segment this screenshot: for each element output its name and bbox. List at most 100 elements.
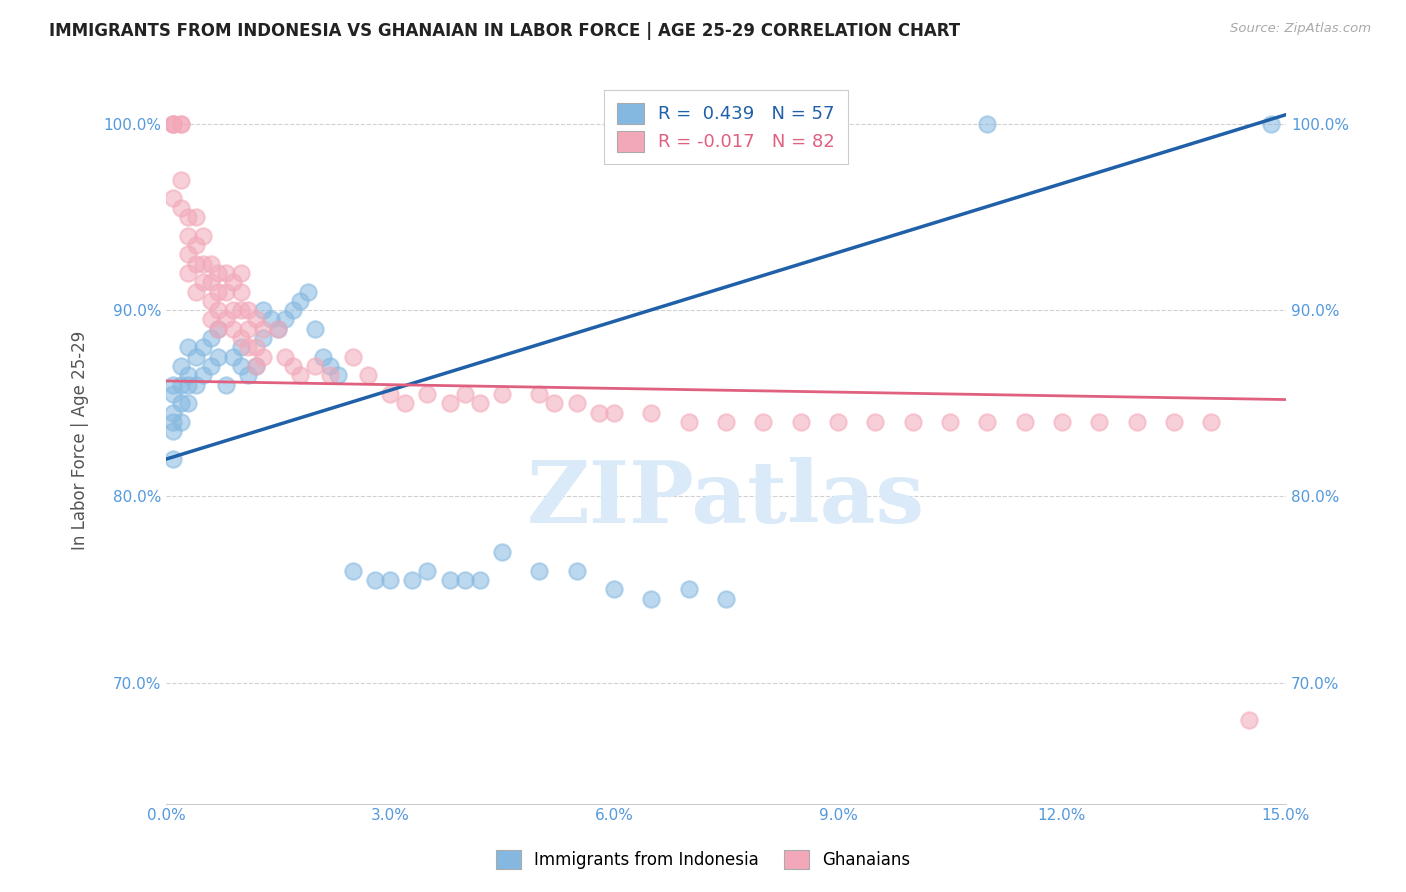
Point <box>714 415 737 429</box>
Point <box>184 210 207 224</box>
Point <box>1014 415 1036 429</box>
Point <box>229 285 252 299</box>
Point <box>162 452 184 467</box>
Point <box>229 340 252 354</box>
Point <box>207 322 229 336</box>
Point <box>678 415 700 429</box>
Point <box>529 387 551 401</box>
Point <box>236 368 259 383</box>
Point <box>200 359 222 373</box>
Point <box>267 322 290 336</box>
Point <box>162 117 184 131</box>
Point <box>236 340 259 354</box>
Point <box>162 387 184 401</box>
Point <box>236 303 259 318</box>
Point <box>603 582 626 597</box>
Point <box>319 368 342 383</box>
Point <box>170 117 193 131</box>
Point <box>215 285 238 299</box>
Point <box>1050 415 1073 429</box>
Point <box>290 293 312 308</box>
Point <box>170 396 193 410</box>
Point <box>229 331 252 345</box>
Point <box>177 266 200 280</box>
Point <box>200 275 222 289</box>
Point <box>259 312 281 326</box>
Point <box>193 340 215 354</box>
Point <box>1201 415 1223 429</box>
Point <box>416 564 439 578</box>
Point <box>200 257 222 271</box>
Point <box>364 573 387 587</box>
Point <box>177 228 200 243</box>
Point <box>177 340 200 354</box>
Point <box>326 368 349 383</box>
Point <box>162 415 184 429</box>
Point <box>184 238 207 252</box>
Point <box>939 415 962 429</box>
Point <box>290 368 312 383</box>
Point <box>207 303 229 318</box>
Point <box>207 285 229 299</box>
Point <box>170 201 193 215</box>
Point <box>207 350 229 364</box>
Point <box>162 117 184 131</box>
Point <box>162 424 184 438</box>
Point <box>177 247 200 261</box>
Point <box>184 350 207 364</box>
Point <box>222 350 245 364</box>
Legend: R =  0.439   N = 57, R = -0.017   N = 82: R = 0.439 N = 57, R = -0.017 N = 82 <box>605 90 848 164</box>
Point <box>193 275 215 289</box>
Point <box>378 387 401 401</box>
Point <box>207 322 229 336</box>
Point <box>245 359 267 373</box>
Point <box>229 303 252 318</box>
Point <box>468 573 491 587</box>
Point <box>170 377 193 392</box>
Point <box>640 406 662 420</box>
Point <box>714 591 737 606</box>
Point <box>827 415 849 429</box>
Point <box>565 396 588 410</box>
Point <box>193 228 215 243</box>
Point <box>200 331 222 345</box>
Point <box>356 368 378 383</box>
Point <box>215 266 238 280</box>
Legend: Immigrants from Indonesia, Ghanaians: Immigrants from Indonesia, Ghanaians <box>485 840 921 880</box>
Point <box>252 322 274 336</box>
Point <box>603 406 626 420</box>
Point <box>1125 415 1147 429</box>
Point <box>453 573 475 587</box>
Point <box>177 368 200 383</box>
Point <box>222 275 245 289</box>
Point <box>416 387 439 401</box>
Point <box>252 350 274 364</box>
Point <box>162 117 184 131</box>
Point <box>304 359 326 373</box>
Point <box>215 377 238 392</box>
Point <box>170 117 193 131</box>
Point <box>543 396 565 410</box>
Point <box>281 303 304 318</box>
Point <box>245 340 267 354</box>
Point <box>222 322 245 336</box>
Text: Source: ZipAtlas.com: Source: ZipAtlas.com <box>1230 22 1371 36</box>
Point <box>170 359 193 373</box>
Point <box>865 415 887 429</box>
Point <box>215 312 238 326</box>
Point <box>222 303 245 318</box>
Point <box>401 573 423 587</box>
Point <box>976 415 998 429</box>
Point <box>281 359 304 373</box>
Point <box>193 368 215 383</box>
Point <box>588 406 610 420</box>
Point <box>529 564 551 578</box>
Point <box>200 293 222 308</box>
Point <box>193 257 215 271</box>
Point <box>245 359 267 373</box>
Point <box>184 257 207 271</box>
Point <box>245 312 267 326</box>
Point <box>177 210 200 224</box>
Text: IMMIGRANTS FROM INDONESIA VS GHANAIAN IN LABOR FORCE | AGE 25-29 CORRELATION CHA: IMMIGRANTS FROM INDONESIA VS GHANAIAN IN… <box>49 22 960 40</box>
Point <box>304 322 326 336</box>
